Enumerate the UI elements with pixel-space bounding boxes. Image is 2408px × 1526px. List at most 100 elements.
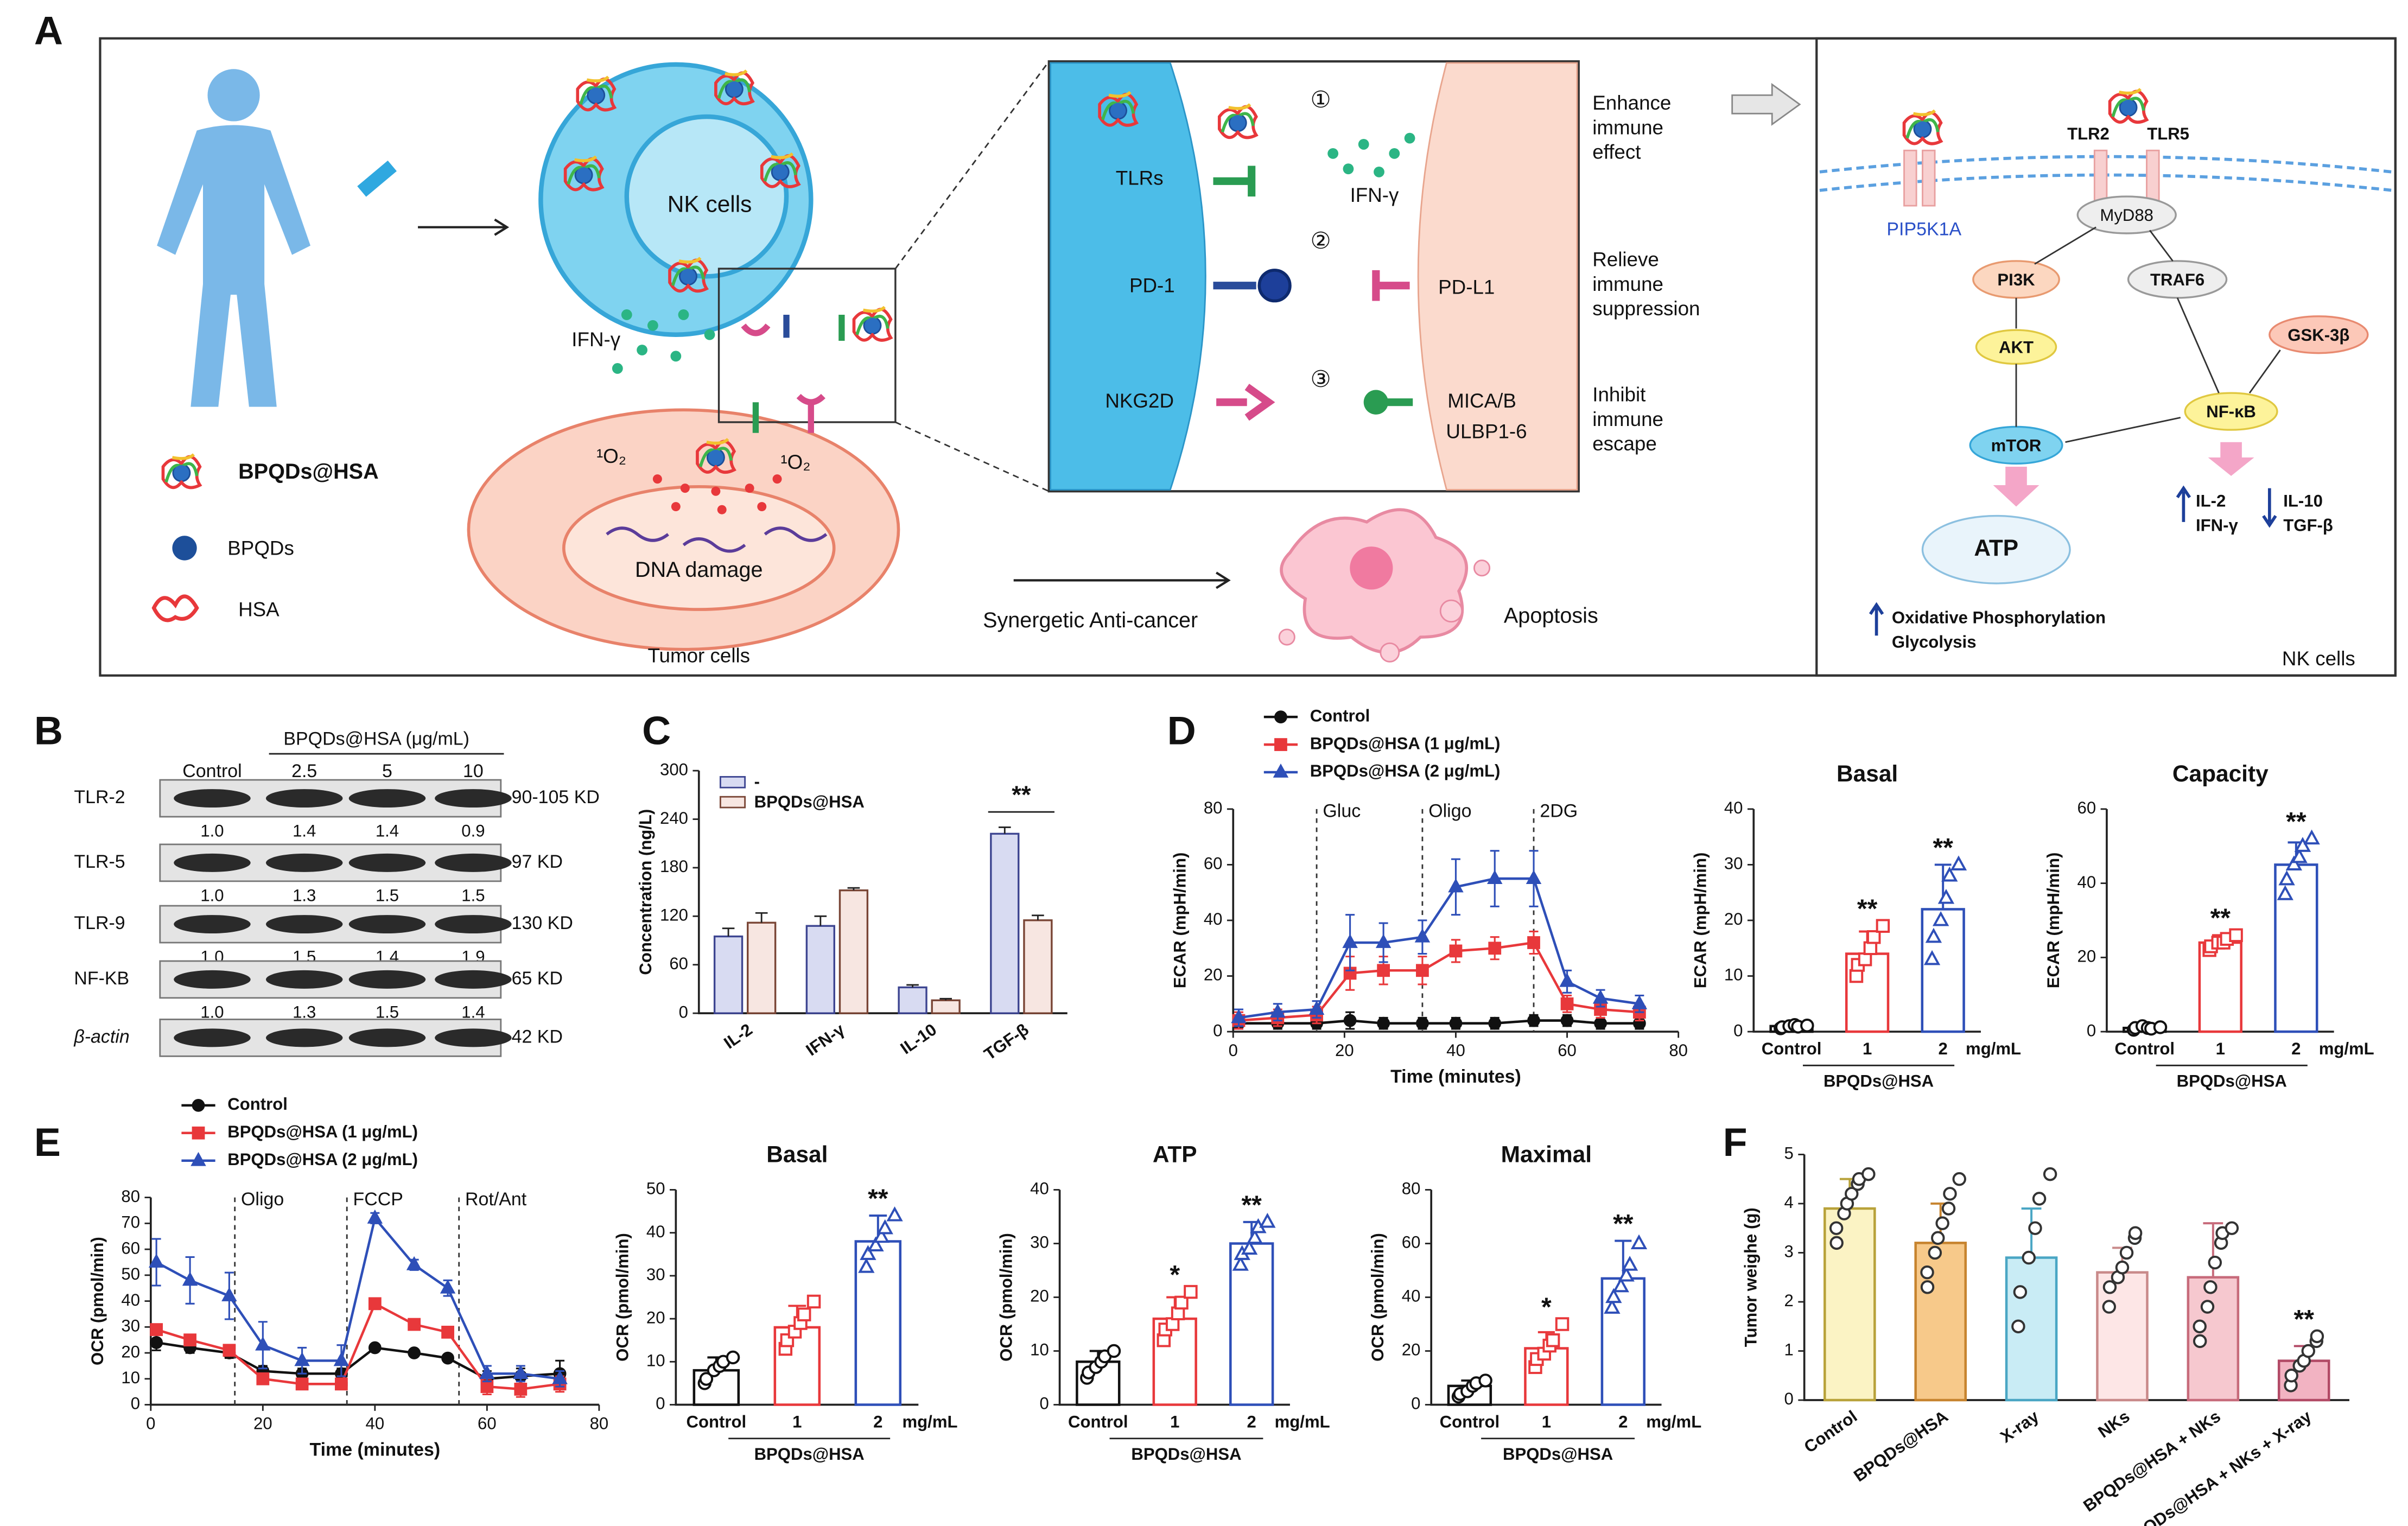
data-point <box>1527 1014 1540 1027</box>
data-point <box>1448 878 1464 893</box>
group-label: BPQDs@HSA <box>1503 1445 1613 1464</box>
y-tick-label: 10 <box>646 1351 665 1370</box>
data-point <box>2294 837 2311 852</box>
blot-band <box>435 853 512 872</box>
effect-text: immune <box>1592 408 1663 430</box>
pink-arrows <box>1993 442 2254 507</box>
data-point <box>1274 738 1287 751</box>
error-bar <box>722 927 735 937</box>
data-point <box>221 1287 237 1301</box>
x-tick-label: IFN-γ <box>803 1020 848 1060</box>
panel-label: B <box>34 708 63 753</box>
data-point <box>1560 997 1574 1010</box>
bar <box>1921 908 1965 1033</box>
bar <box>713 935 744 1014</box>
y-axis-label: Tumor weighe (g) <box>1742 1207 1761 1347</box>
diagram-text: IFN-γ <box>2196 516 2238 535</box>
data-point <box>255 1336 271 1351</box>
nk-membrane <box>1050 62 1206 491</box>
y-tick-label: 40 <box>1204 910 1223 929</box>
y-tick-label: 20 <box>1204 965 1223 984</box>
y-axis-label: ECAR (mpH/min) <box>1170 853 1189 989</box>
significance: ** <box>1933 833 1953 862</box>
y-tick-label: 80 <box>1204 798 1223 817</box>
legend-label: Control <box>227 1095 288 1114</box>
diagram-text: PI3K <box>1997 270 2035 289</box>
y-tick-label: 0 <box>131 1394 140 1413</box>
x-tick-label: 20 <box>253 1414 272 1433</box>
bar <box>931 999 961 1014</box>
data-point <box>2229 928 2243 943</box>
legend-label: BPQDs@HSA (2 μg/mL) <box>1310 761 1501 780</box>
diagram-text: ¹O₂ <box>596 445 626 467</box>
blot-band <box>174 970 251 989</box>
blot-band <box>435 970 512 989</box>
bar <box>2274 863 2318 1033</box>
effect-text: Inhibit <box>1592 384 1645 406</box>
significance: ** <box>2210 904 2231 933</box>
ratio-label: 1.4 <box>461 1002 485 1021</box>
data-point <box>1377 1016 1390 1030</box>
y-tick-label: 60 <box>1402 1233 1421 1252</box>
y-axis-label: OCR (pmol/min) <box>613 1233 632 1362</box>
pathway-nodes <box>1921 195 2369 584</box>
data-point <box>368 1297 382 1311</box>
nanoparticle <box>163 454 200 487</box>
data-point <box>2208 1255 2222 1270</box>
legend-label: Control <box>1310 706 1370 725</box>
size-label: 65 KD <box>512 968 563 989</box>
significance: ** <box>1012 781 1031 809</box>
data-point <box>1631 995 1648 1009</box>
data-point <box>2301 1344 2316 1358</box>
diagram-text: TRAF6 <box>2150 270 2204 289</box>
data-point <box>1449 944 1463 958</box>
data-point <box>190 1152 206 1166</box>
significance: ** <box>1613 1209 1634 1238</box>
y-tick-label: 70 <box>121 1213 140 1232</box>
x-tick-label: 40 <box>1446 1041 1465 1060</box>
y-tick-label: 0 <box>2087 1021 2096 1040</box>
y-tick-label: 50 <box>646 1179 665 1198</box>
ratio-label: 1.0 <box>200 822 224 841</box>
data-point <box>1416 1016 1429 1030</box>
y-tick-label: 60 <box>121 1238 140 1257</box>
x-tick-label: 2 <box>1939 1039 1948 1058</box>
effect-text: suppression <box>1592 297 1700 320</box>
protein-label: TLR-9 <box>74 913 125 933</box>
bar <box>2198 941 2242 1033</box>
data-point <box>2102 1280 2117 1294</box>
diagram-text: TLR2 <box>2067 124 2110 143</box>
x-tick-label: 2 <box>1247 1413 1256 1432</box>
data-point <box>2043 1167 2057 1181</box>
data-point <box>1308 1001 1325 1015</box>
data-point <box>1829 1236 1844 1250</box>
y-tick-label: 30 <box>1030 1233 1049 1252</box>
blot-band <box>435 915 512 934</box>
diagram-text: GSK-3β <box>2288 326 2349 345</box>
y-tick-label: 0 <box>1784 1389 1794 1408</box>
data-point <box>1612 1277 1629 1293</box>
ratio-label: 1.5 <box>376 1002 399 1021</box>
significance: ** <box>2294 1305 2315 1334</box>
legend-label: - <box>754 772 760 791</box>
data-point <box>513 1365 529 1379</box>
data-point <box>223 1344 236 1357</box>
data-point <box>1876 919 1890 933</box>
data-point <box>2013 1285 2028 1299</box>
data-point <box>2128 1226 2143 1240</box>
data-point <box>1604 1299 1621 1314</box>
series-line <box>1238 877 1640 1019</box>
data-point <box>867 1236 884 1252</box>
bar <box>2096 1271 2149 1402</box>
data-point <box>699 1372 714 1386</box>
data-point <box>1941 1201 1956 1216</box>
diagram-text: MICA/B <box>1447 390 1516 412</box>
data-point <box>1273 763 1289 778</box>
data-point <box>876 1219 893 1235</box>
group-label: BPQDs@HSA <box>1131 1445 1241 1464</box>
ratio-label: 1.4 <box>376 822 399 841</box>
diagram-text: Tumor cells <box>647 645 750 667</box>
x-tick-label: 1 <box>2216 1039 2225 1058</box>
error-bar <box>1615 1239 1632 1279</box>
